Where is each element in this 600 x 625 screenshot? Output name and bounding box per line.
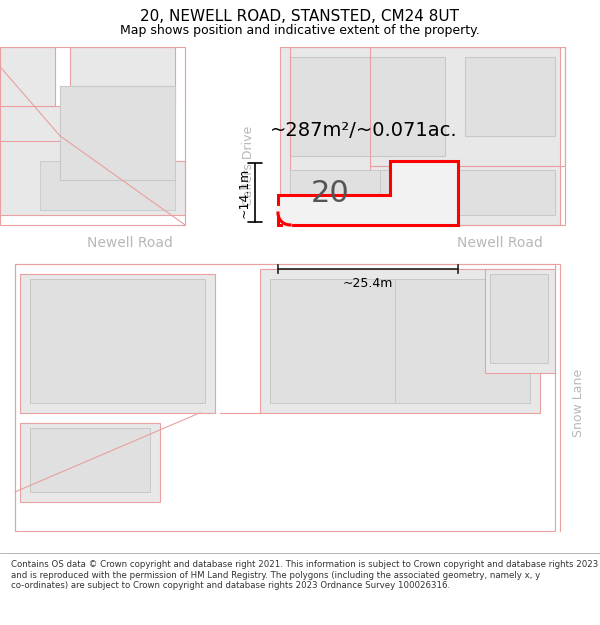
Polygon shape [278,161,458,225]
Polygon shape [290,57,445,156]
Polygon shape [20,422,160,502]
Bar [233,47,275,551]
Text: Snow Lane: Snow Lane [571,369,584,437]
Polygon shape [370,166,560,225]
Polygon shape [280,47,560,225]
Polygon shape [395,279,530,403]
Text: ~25.4m: ~25.4m [343,278,393,290]
Polygon shape [30,428,150,492]
Polygon shape [380,171,555,215]
Text: Callers Drive: Callers Drive [241,126,254,206]
Bar [0,225,600,262]
Polygon shape [0,136,185,215]
Text: 20: 20 [311,179,349,208]
Text: 20, NEWELL ROAD, STANSTED, CM24 8UT: 20, NEWELL ROAD, STANSTED, CM24 8UT [140,9,460,24]
Polygon shape [490,274,548,363]
Text: Contains OS data © Crown copyright and database right 2021. This information is : Contains OS data © Crown copyright and d… [11,560,598,590]
Polygon shape [30,279,205,403]
Polygon shape [290,171,380,215]
Bar [562,47,597,551]
Text: ~14.1m: ~14.1m [238,168,251,218]
Polygon shape [465,57,555,136]
Polygon shape [20,274,215,412]
Polygon shape [60,86,175,181]
Polygon shape [0,106,130,141]
Polygon shape [260,269,540,412]
Text: ~287m²/~0.071ac.: ~287m²/~0.071ac. [270,121,458,141]
Text: Newell Road: Newell Road [457,236,543,250]
Text: Newell Road: Newell Road [87,236,173,250]
Polygon shape [485,269,555,373]
Polygon shape [0,47,55,106]
Polygon shape [40,161,175,210]
Polygon shape [70,47,175,106]
Polygon shape [390,161,450,195]
Text: Map shows position and indicative extent of the property.: Map shows position and indicative extent… [120,24,480,36]
Polygon shape [270,279,530,403]
